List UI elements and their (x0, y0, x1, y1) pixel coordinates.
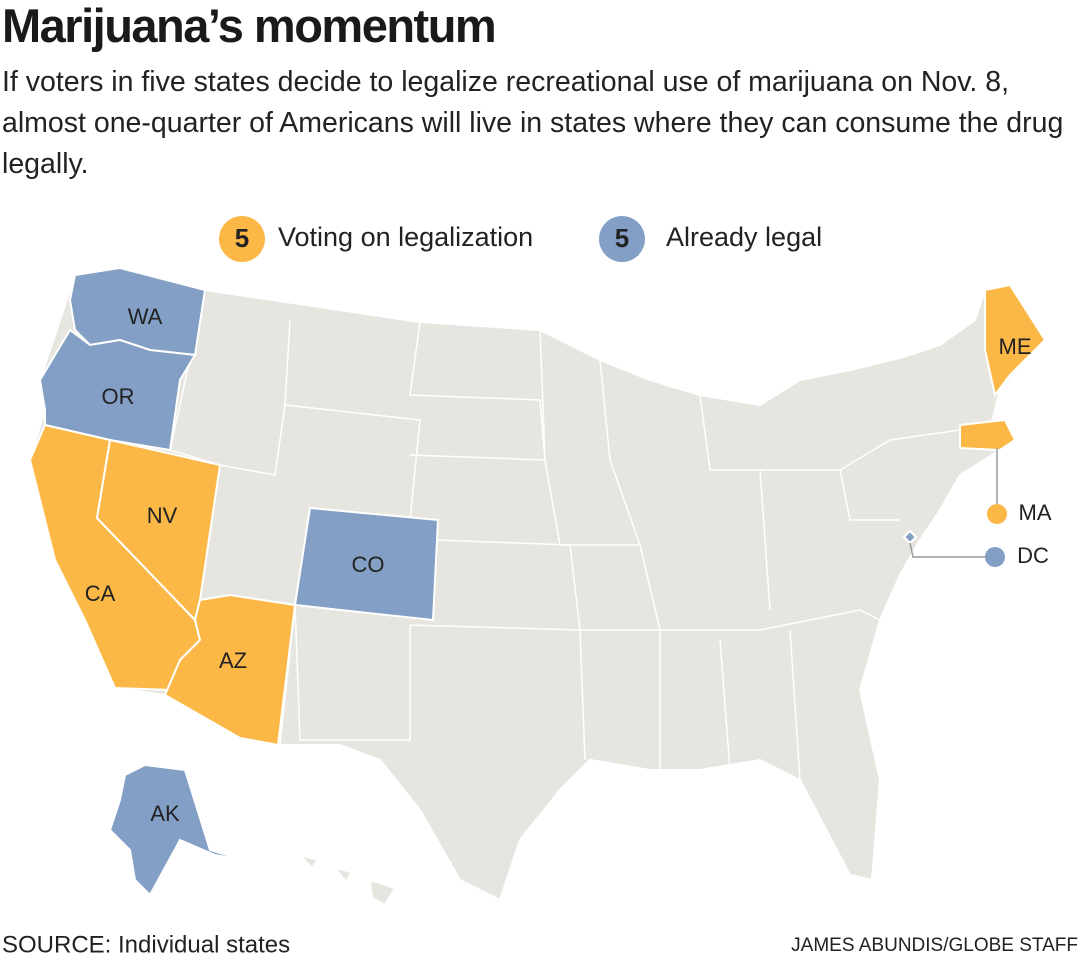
state (163, 593, 297, 747)
state-label: NV (147, 503, 178, 528)
credit: JAMES ABUNDIS/GLOBE STAFF (791, 935, 1078, 956)
state-label: DC (1017, 543, 1049, 568)
state-label: CA (85, 581, 116, 606)
leader-line (909, 542, 985, 558)
legend-count: 5 (235, 223, 249, 253)
subtitle: If voters in five states decide to legal… (2, 66, 1064, 180)
state-label: AZ (219, 648, 247, 673)
state-label: WA (128, 304, 163, 329)
callout-dot (987, 504, 1007, 524)
state-label: OR (102, 384, 135, 409)
state (293, 506, 440, 622)
hawaii (368, 878, 397, 907)
callout-dot (985, 547, 1005, 567)
legend-label: Already legal (666, 222, 822, 252)
state-label: CO (352, 552, 385, 577)
state (959, 418, 1017, 452)
hawaii (332, 866, 354, 884)
state-label: MA (1019, 500, 1052, 525)
legend-swatch (219, 216, 265, 262)
hawaii (296, 853, 320, 870)
source: SOURCE: Individual states (2, 931, 290, 958)
legend-swatch (599, 216, 645, 262)
state-label: ME (999, 334, 1032, 359)
state-label: AK (150, 801, 180, 826)
title: Marijuana’s momentum (2, 0, 497, 52)
legend-label: Voting on legalization (278, 222, 533, 252)
legend-count: 5 (615, 223, 629, 253)
us-outline (28, 266, 1047, 902)
state (984, 283, 1047, 398)
state (108, 763, 246, 897)
